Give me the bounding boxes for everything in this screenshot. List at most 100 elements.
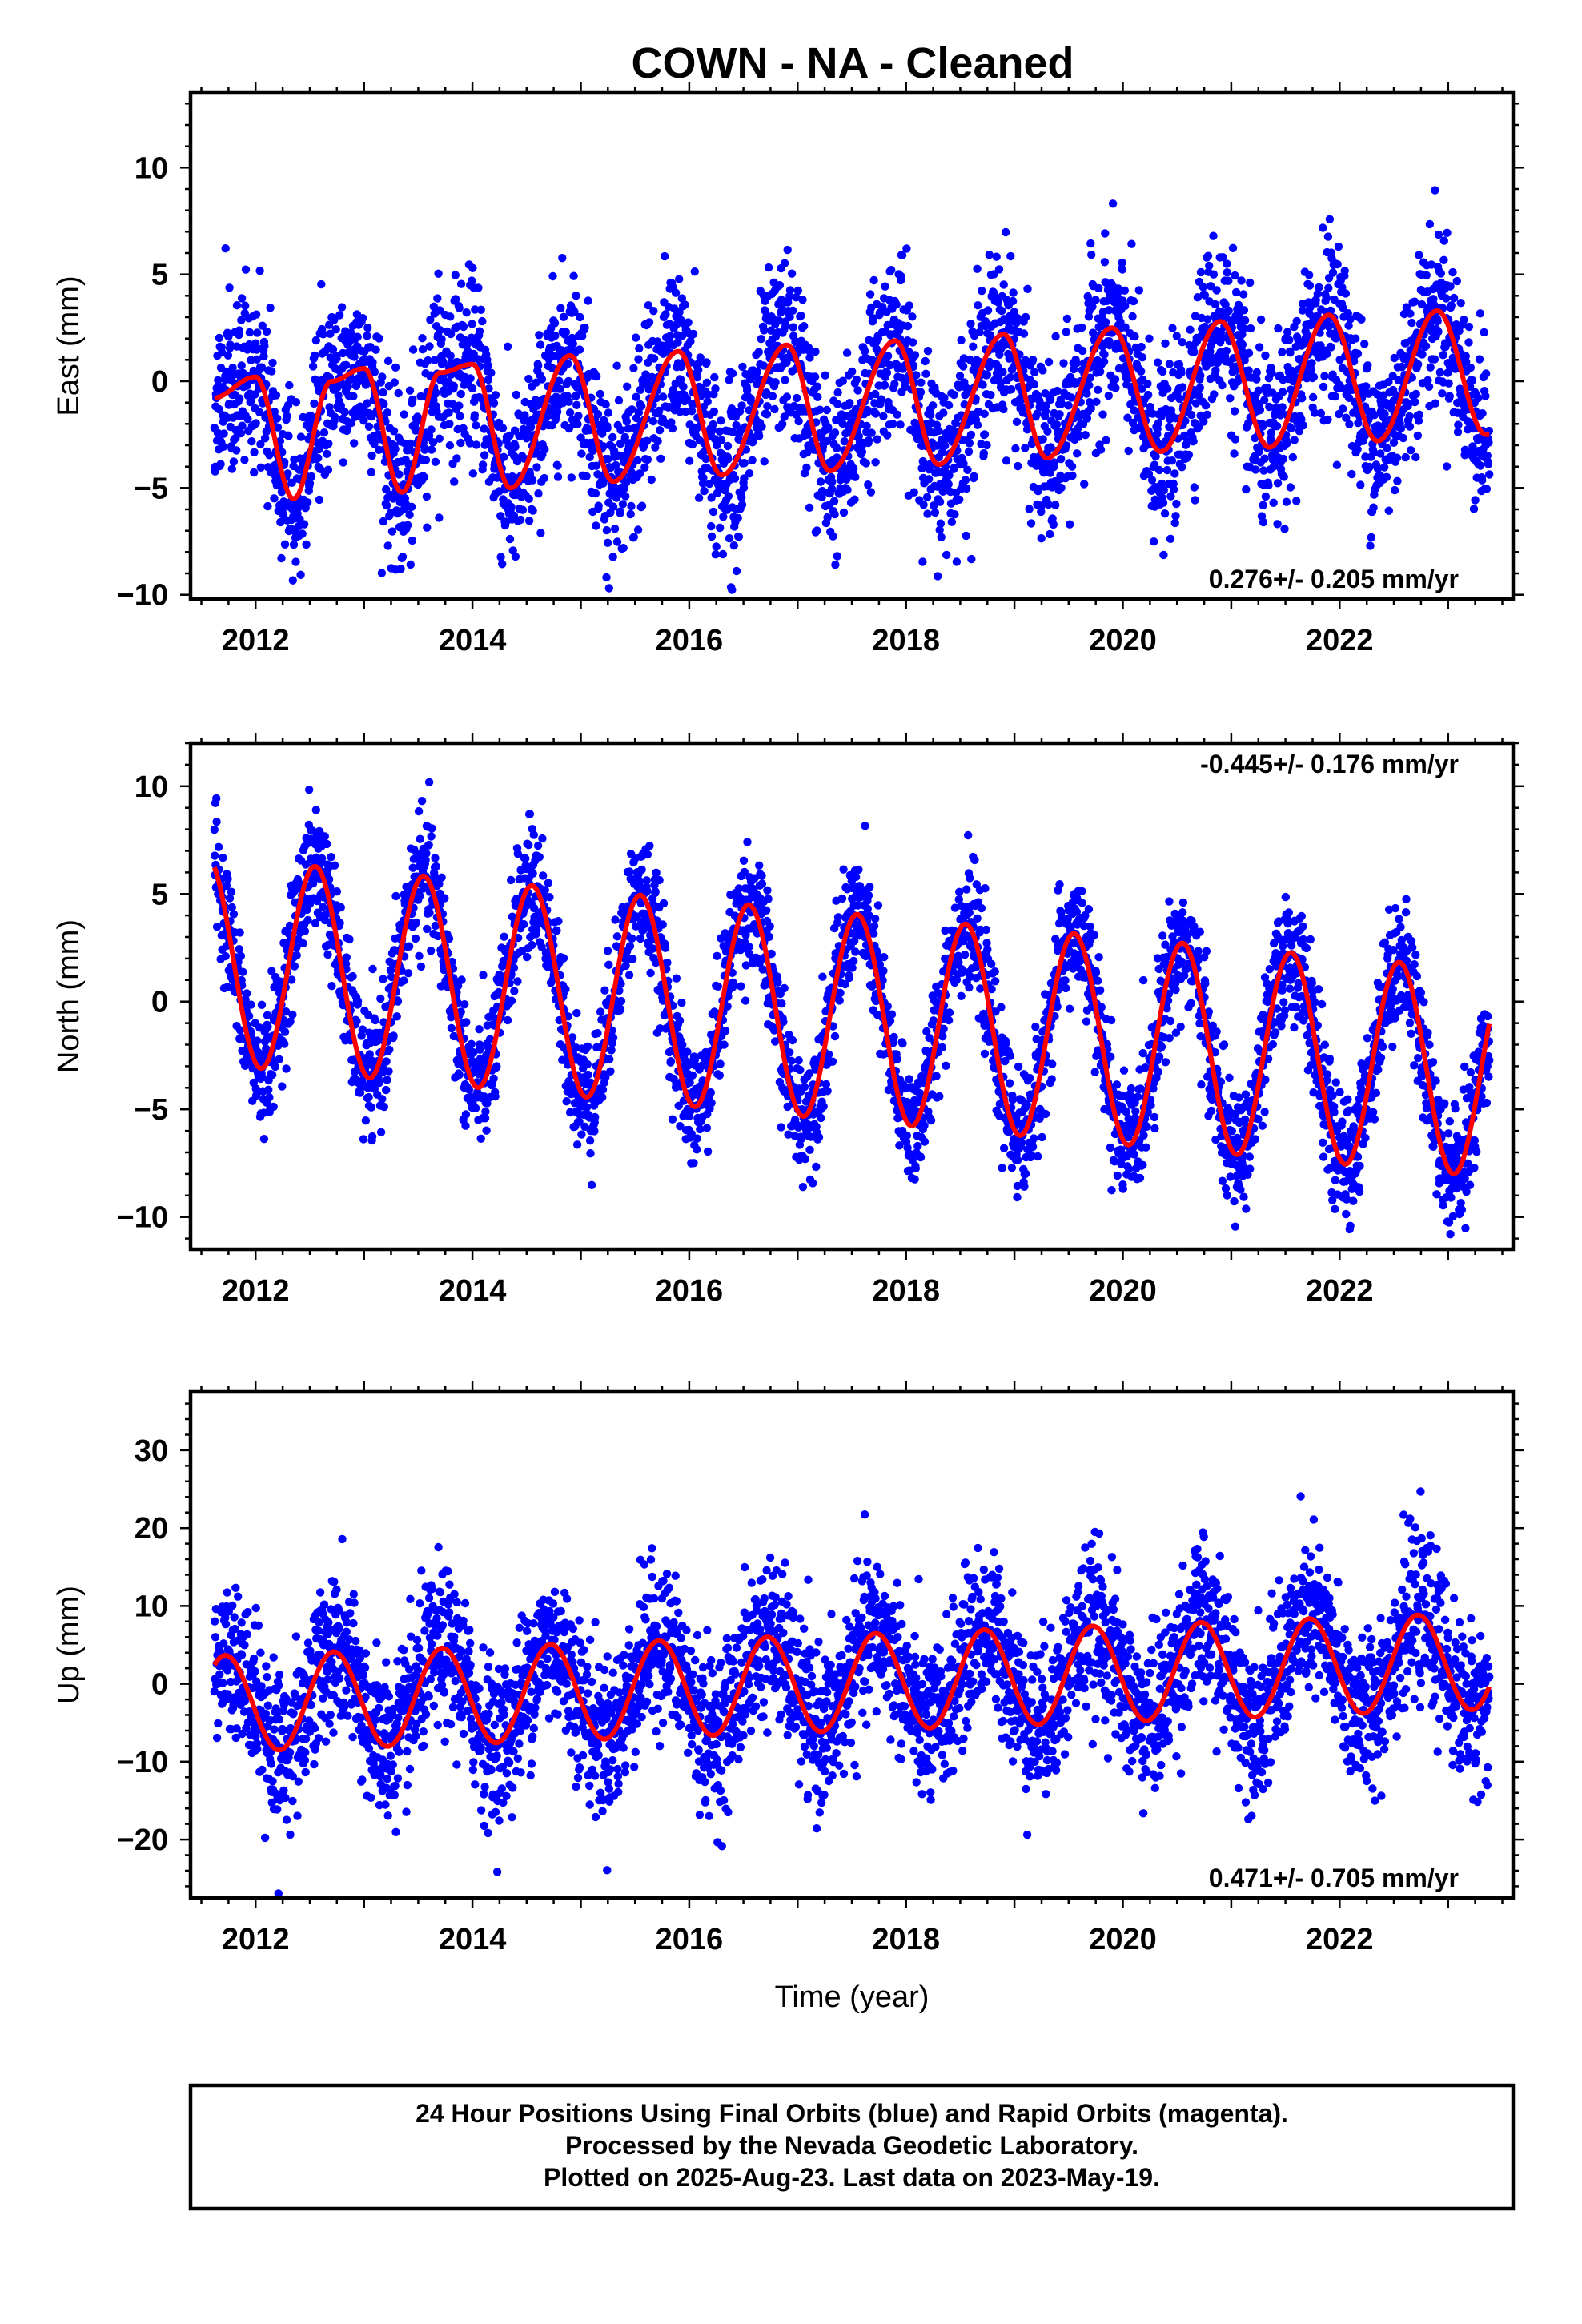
data-point: [230, 457, 238, 465]
data-point: [568, 473, 576, 481]
data-point: [434, 270, 442, 278]
data-point: [993, 253, 1001, 261]
data-point: [253, 1036, 261, 1044]
data-point: [889, 420, 897, 428]
data-point: [516, 516, 524, 524]
data-point: [1425, 383, 1433, 391]
data-point: [507, 503, 515, 511]
x-tick-label: 2022: [1306, 624, 1374, 657]
data-point: [1002, 456, 1010, 464]
data-point: [1051, 332, 1059, 340]
data-point: [1436, 368, 1444, 376]
data-point: [487, 368, 495, 376]
data-point: [383, 408, 391, 416]
data-point: [753, 368, 761, 376]
data-point: [669, 424, 677, 432]
data-point: [1339, 404, 1347, 412]
data-point: [528, 476, 536, 485]
x-tick-label: 2012: [222, 624, 290, 657]
data-point: [725, 492, 733, 500]
data-point: [1383, 473, 1391, 481]
data-point: [553, 461, 561, 469]
data-point: [284, 432, 292, 440]
data-point: [788, 270, 796, 278]
data-point: [417, 963, 425, 971]
data-point: [1406, 309, 1414, 317]
y-tick-label: −5: [134, 472, 168, 505]
data-point: [969, 343, 977, 351]
data-point: [250, 448, 258, 456]
data-point: [917, 388, 925, 396]
data-point: [1241, 316, 1249, 324]
data-point: [230, 910, 238, 918]
data-point: [1178, 463, 1186, 471]
data-point: [332, 325, 340, 333]
data-point: [1443, 229, 1451, 237]
data-point: [611, 525, 619, 533]
data-point: [540, 445, 548, 453]
data-point: [275, 1055, 283, 1063]
data-point: [724, 442, 732, 450]
data-point: [573, 420, 581, 428]
data-point: [504, 343, 512, 351]
data-point: [902, 244, 910, 252]
data-point: [1189, 437, 1197, 445]
data-point: [472, 1104, 480, 1112]
data-point: [755, 432, 763, 440]
data-point: [1223, 347, 1231, 355]
data-point: [702, 358, 710, 366]
data-point: [704, 397, 712, 405]
data-point: [877, 395, 885, 403]
data-point: [235, 928, 243, 936]
data-point: [250, 468, 258, 476]
data-point: [1418, 350, 1426, 358]
data-point: [352, 1017, 360, 1025]
data-point: [1448, 268, 1456, 276]
data-point: [1197, 268, 1205, 276]
data-point: [511, 443, 519, 451]
data-point: [1426, 220, 1434, 228]
data-point: [460, 323, 468, 331]
data-point: [1191, 496, 1199, 504]
data-point: [684, 318, 692, 326]
data-point: [1414, 360, 1422, 368]
data-point: [472, 421, 480, 429]
data-point: [354, 333, 362, 341]
data-point: [1341, 267, 1349, 275]
data-point: [924, 347, 932, 355]
data-point: [823, 406, 831, 414]
data-point: [418, 797, 426, 805]
data-point: [978, 380, 986, 388]
data-point: [627, 502, 635, 510]
data-point: [1125, 447, 1133, 455]
data-point: [384, 357, 392, 365]
data-point: [300, 520, 308, 528]
data-point: [1092, 398, 1100, 406]
data-point: [1030, 380, 1038, 388]
data-point: [327, 982, 335, 990]
data-point: [605, 584, 613, 592]
data-point: [1279, 455, 1287, 463]
data-point: [1259, 501, 1267, 509]
data-point: [1118, 265, 1126, 273]
data-point: [813, 526, 821, 534]
data-point: [312, 336, 320, 344]
data-point: [367, 452, 375, 460]
y-tick-label: 5: [151, 259, 168, 292]
data-point: [627, 510, 635, 518]
data-point: [450, 382, 458, 390]
data-point: [1246, 279, 1254, 287]
data-point: [1397, 424, 1405, 432]
data-point: [925, 475, 933, 483]
data-point: [576, 313, 584, 321]
data-point: [945, 480, 953, 488]
data-point: [632, 333, 640, 341]
x-tick-label: 2016: [656, 624, 724, 657]
data-point: [1422, 342, 1430, 350]
data-point: [1209, 232, 1217, 240]
data-point: [1168, 456, 1176, 464]
data-point: [1324, 232, 1332, 240]
data-point: [962, 532, 970, 540]
data-point: [446, 312, 454, 320]
data-point: [695, 493, 703, 501]
